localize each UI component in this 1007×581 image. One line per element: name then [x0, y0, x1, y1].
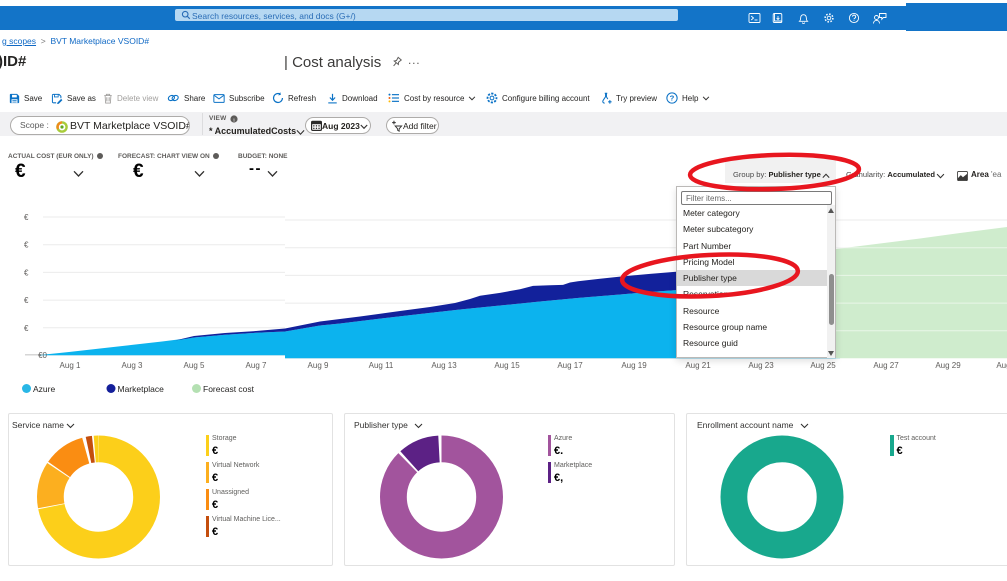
svg-text:Aug 11: Aug 11 [369, 361, 394, 370]
svg-text:Aug 19: Aug 19 [621, 361, 647, 370]
svg-text:Azure: Azure [33, 384, 55, 394]
svg-text:Aug 3: Aug 3 [122, 361, 143, 370]
svg-text:i: i [233, 117, 235, 123]
svg-text:Aug 15: Aug 15 [494, 361, 520, 370]
svg-text:€: € [24, 324, 29, 333]
svg-text:€: € [24, 213, 29, 222]
svg-text:Aug 31: Aug 31 [996, 361, 1007, 370]
svg-text:Aug 27: Aug 27 [873, 361, 899, 370]
svg-text:Aug 21: Aug 21 [685, 361, 711, 370]
svg-text:?: ? [670, 94, 675, 103]
svg-text:Aug 13: Aug 13 [431, 361, 457, 370]
svg-text:Aug 5: Aug 5 [184, 361, 205, 370]
svg-text:Aug 7: Aug 7 [246, 361, 267, 370]
svg-text:Aug 1: Aug 1 [60, 361, 81, 370]
svg-text:Aug 9: Aug 9 [308, 361, 329, 370]
svg-text:Aug 29: Aug 29 [935, 361, 961, 370]
svg-text:Forecast cost: Forecast cost [203, 384, 255, 394]
svg-text:€: € [24, 296, 29, 305]
svg-text:€0: €0 [38, 351, 47, 360]
svg-text:Aug 23: Aug 23 [748, 361, 774, 370]
svg-text:Aug 25: Aug 25 [810, 361, 836, 370]
svg-text:Marketplace: Marketplace [118, 384, 165, 394]
svg-text:€: € [24, 241, 29, 250]
svg-text:Aug 17: Aug 17 [557, 361, 583, 370]
svg-text:€: € [24, 268, 29, 277]
